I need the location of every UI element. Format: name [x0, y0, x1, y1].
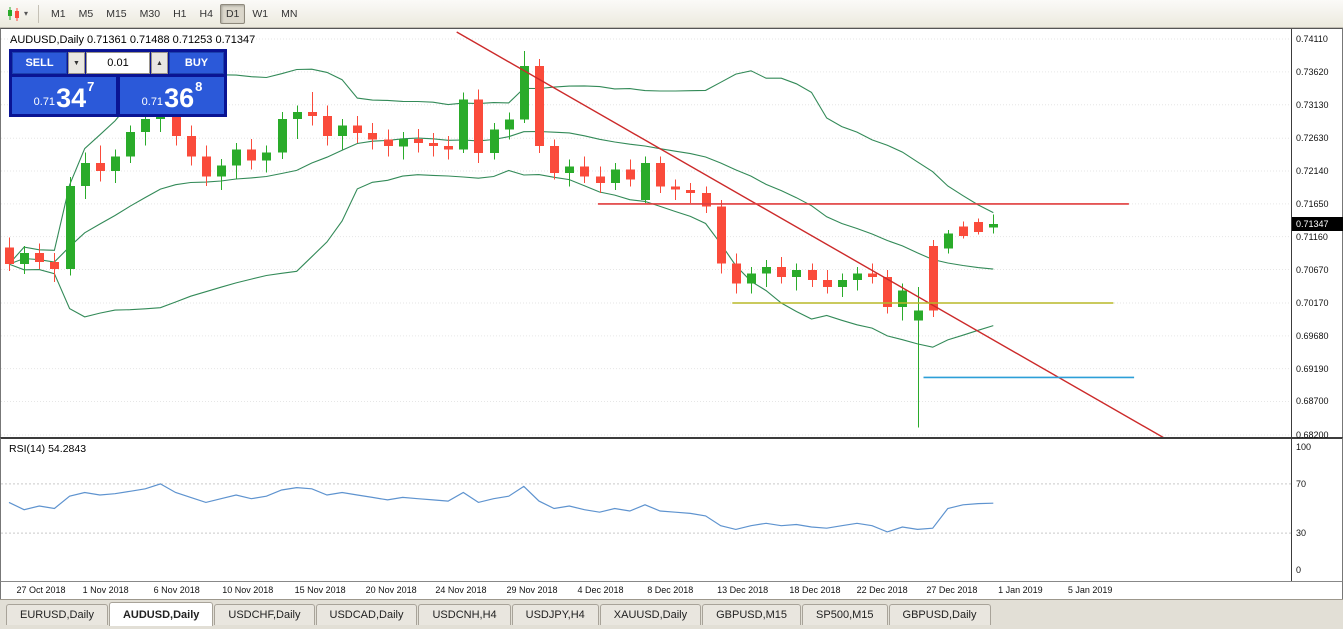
price-chart-pane[interactable]: AUDUSD,Daily 0.71361 0.71488 0.71253 0.7…: [0, 28, 1343, 440]
chart-type-tool[interactable]: ▾: [5, 5, 28, 23]
rsi-axis: 100 70 30 0: [1291, 439, 1342, 581]
chart-title: AUDUSD,Daily 0.71361 0.71488 0.71253 0.7…: [10, 34, 256, 46]
time-axis: 27 Oct 2018 1 Nov 2018 6 Nov 2018 10 Nov 20…: [0, 581, 1343, 599]
time-axis-label: 1 Jan 2019: [998, 585, 1043, 595]
price-axis-label: 0.74110: [1296, 34, 1328, 45]
timeframe-button-h4[interactable]: H4: [194, 4, 219, 24]
timeframe-button-m30[interactable]: M30: [134, 4, 166, 24]
time-axis-label: 10 Nov 2018: [222, 585, 274, 595]
timeframe-button-m1[interactable]: M1: [45, 4, 72, 24]
price-axis-label: 0.73620: [1296, 66, 1329, 77]
chart-tab-usdjpy-h4[interactable]: USDJPY,H4: [511, 604, 599, 625]
buy-price-prefix: 0.71: [141, 96, 164, 108]
sell-price-prefix: 0.71: [33, 96, 56, 108]
sell-price-display[interactable]: 0.71 34 7: [12, 77, 116, 114]
rsi-axis-label: 70: [1296, 478, 1307, 489]
timeframe-button-h1[interactable]: H1: [167, 4, 192, 24]
rsi-chart-svg[interactable]: [1, 439, 1293, 581]
chart-tab-xauusd-daily[interactable]: XAUUSD,Daily: [599, 604, 702, 625]
time-axis-label: 15 Nov 2018: [294, 585, 346, 595]
rsi-axis-label: 0: [1296, 565, 1302, 575]
timeframe-button-m15[interactable]: M15: [100, 4, 132, 24]
price-axis-label: 0.68200: [1296, 429, 1329, 440]
time-axis-label: 27 Oct 2018: [16, 585, 66, 595]
time-axis-label: 8 Dec 2018: [647, 585, 694, 595]
price-axis-label: 0.71160: [1296, 231, 1328, 242]
descending-trendline: [456, 31, 1166, 438]
one-click-trading-panel: SELL ▼ ▲ BUY 0.71 34 7 0.71 36 8: [9, 49, 227, 117]
sell-price-pipette: 7: [87, 79, 95, 94]
current-price-tag: 0.71347: [1292, 217, 1343, 232]
chart-tab-usdchf-daily[interactable]: USDCHF,Daily: [214, 604, 315, 625]
chart-tab-usdcad-daily[interactable]: USDCAD,Daily: [315, 604, 418, 625]
volume-input[interactable]: [86, 52, 150, 74]
rsi-axis-label: 100: [1296, 442, 1312, 452]
time-axis-label: 27 Dec 2018: [926, 585, 978, 595]
sell-price-big-digits: 34: [56, 83, 87, 113]
time-axis-label: 24 Nov 2018: [435, 585, 487, 595]
price-axis-label: 0.73130: [1296, 99, 1329, 110]
chart-tab-sp500-m15[interactable]: SP500,M15: [802, 604, 888, 625]
price-axis-label: 0.68700: [1296, 396, 1329, 407]
top-toolbar: ▾ M1 M5 M15 M30 H1 H4 D1 W1 MN: [0, 0, 1343, 28]
buy-price-pipette: 8: [195, 79, 203, 94]
time-axis-label: 18 Dec 2018: [789, 585, 841, 595]
time-axis-label: 5 Jan 2019: [1067, 585, 1113, 595]
timeframe-toolbar: M1 M5 M15 M30 H1 H4 D1 W1 MN: [45, 3, 304, 24]
time-axis-label: 22 Dec 2018: [856, 585, 908, 595]
volume-decrease-button[interactable]: ▼: [68, 52, 85, 74]
time-axis-label: 20 Nov 2018: [365, 585, 417, 595]
chart-tab-usdcnh-h4[interactable]: USDCNH,H4: [418, 604, 511, 625]
time-axis-label: 6 Nov 2018: [153, 585, 200, 595]
timeframe-button-w1[interactable]: W1: [246, 4, 274, 24]
rsi-indicator-pane[interactable]: RSI(14) 54.2843 100 70 30 0: [0, 437, 1343, 581]
timeframe-button-mn[interactable]: MN: [275, 4, 303, 24]
chart-tabs-bar: EURUSD,Daily AUDUSD,Daily USDCHF,Daily USDC…: [0, 599, 1343, 629]
sell-button[interactable]: SELL: [12, 52, 67, 74]
time-axis-label: 1 Nov 2018: [82, 585, 129, 595]
price-axis-label: 0.72630: [1296, 133, 1329, 144]
rsi-line: [8, 483, 994, 533]
timeframe-button-d1[interactable]: D1: [219, 3, 246, 24]
time-axis-label: 29 Nov 2018: [506, 585, 558, 595]
price-axis-label: 0.69680: [1296, 330, 1329, 341]
price-axis-label: 0.71650: [1296, 198, 1329, 209]
time-axis-label: 13 Dec 2018: [717, 585, 769, 595]
buy-price-display[interactable]: 0.71 36 8: [120, 77, 224, 114]
volume-increase-button[interactable]: ▲: [151, 52, 168, 74]
chart-tab-audusd-daily[interactable]: AUDUSD,Daily: [108, 602, 214, 626]
chevron-down-icon: ▾: [24, 9, 29, 18]
chart-tab-eurusd-daily[interactable]: EURUSD,Daily: [6, 604, 108, 625]
candlestick-chart-icon: [5, 5, 23, 23]
rsi-indicator-label: RSI(14) 54.2843: [9, 443, 87, 455]
time-axis-label: 4 Dec 2018: [577, 585, 624, 595]
price-axis-label: 0.70170: [1296, 298, 1329, 308]
buy-button[interactable]: BUY: [169, 52, 224, 74]
toolbar-separator: [38, 4, 40, 23]
price-axis-label: 0.72140: [1296, 166, 1329, 177]
chart-tab-gbpusd-daily[interactable]: GBPUSD,Daily: [888, 604, 991, 625]
price-axis: 0.71347 0.74110 0.73620 0.73130 0.72630 0.72…: [1291, 29, 1343, 440]
price-axis-label: 0.70670: [1296, 264, 1329, 275]
timeframe-button-m5[interactable]: M5: [73, 4, 100, 24]
buy-price-big-digits: 36: [164, 83, 195, 113]
rsi-axis-label: 30: [1296, 528, 1307, 539]
price-axis-label: 0.69190: [1296, 363, 1329, 374]
chart-tab-gbpusd-m15[interactable]: GBPUSD,M15: [702, 604, 802, 625]
